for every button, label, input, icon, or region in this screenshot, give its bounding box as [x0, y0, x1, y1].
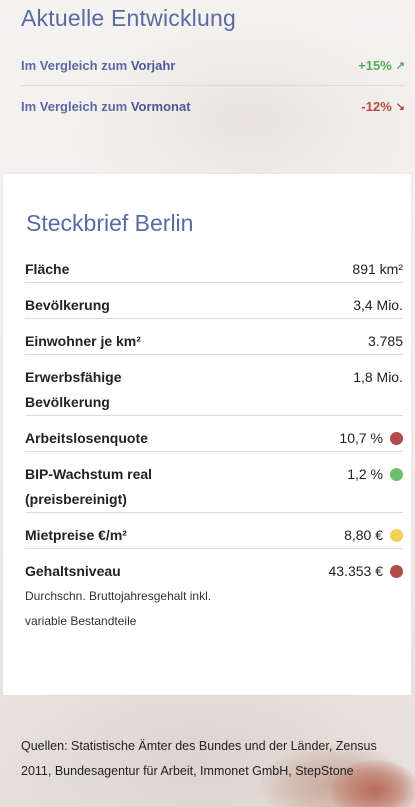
fact-value-text: 1,2 %: [347, 466, 383, 482]
trend-row-vorjahr: Im Vergleich zum Vorjahr +15% ↗: [21, 45, 405, 86]
status-red-dot-icon: [390, 565, 403, 578]
fact-row-erwerbsfaehige: Erwerbsfähige Bevölkerung 1,8 Mio.: [25, 355, 403, 416]
trend-title: Aktuelle Entwicklung: [21, 5, 236, 31]
status-yellow-dot-icon: [390, 529, 403, 542]
fact-row-mietpreise: Mietpreise €/m² 8,80 €: [25, 513, 403, 549]
fact-value-text: 8,80 €: [344, 527, 383, 543]
fact-value-text: 43.353 €: [328, 563, 384, 579]
trend-value-text: +15%: [358, 57, 392, 73]
fact-name-block: Gehaltsniveau Durchschn. Bruttojahresgeh…: [25, 559, 225, 634]
fact-name: Fläche: [25, 261, 70, 277]
profile-title: Steckbrief Berlin: [26, 210, 194, 236]
sources-note: Quellen: Statistische Ämter des Bundes u…: [21, 738, 377, 778]
fact-name: Bevölkerung: [25, 297, 110, 313]
fact-value: 891 km²: [352, 257, 403, 282]
trend-label: Im Vergleich zum Vorjahr: [21, 58, 175, 73]
fact-value-text: 1,8 Mio.: [353, 369, 403, 385]
fact-value: 43.353 €: [328, 559, 403, 584]
trend-value: -12% ↘: [361, 99, 405, 114]
fact-value-text: 10,7 %: [339, 430, 383, 446]
fact-value: 8,80 €: [344, 523, 403, 548]
fact-value-text: 891 km²: [352, 261, 403, 277]
trend-label-prefix: Im Vergleich zum: [21, 57, 131, 73]
status-green-dot-icon: [390, 468, 403, 481]
fact-value-text: 3.785: [367, 333, 403, 349]
arrow-down-right-icon: ↘: [395, 100, 405, 113]
fact-row-einwohner-je-km2: Einwohner je km² 3.785: [25, 319, 403, 355]
fact-row-bip-wachstum: BIP-Wachstum real (preisbereinigt) 1,2 %: [25, 452, 403, 513]
fact-row-arbeitslosenquote: Arbeitslosenquote 10,7 %: [25, 416, 403, 452]
fact-value: 1,2 %: [347, 462, 403, 487]
fact-row-gehaltsniveau: Gehaltsniveau Durchschn. Bruttojahresgeh…: [25, 549, 403, 639]
facts-list: Fläche 891 km² Bevölkerung 3,4 Mio. Einw…: [25, 247, 403, 639]
fact-name: Einwohner je km²: [25, 333, 141, 349]
fact-value-text: 3,4 Mio.: [353, 297, 403, 313]
arrow-up-right-icon: ↗: [395, 59, 405, 72]
fact-value: 3.785: [368, 329, 403, 354]
status-red-dot-icon: [390, 432, 403, 445]
trend-label-emph: Vormonat: [130, 98, 191, 114]
trend-label-prefix: Im Vergleich zum: [21, 98, 131, 114]
fact-value: 1,8 Mio.: [353, 365, 403, 390]
fact-value: 10,7 %: [339, 426, 403, 451]
trend-label-emph: Vorjahr: [130, 57, 176, 73]
fact-row-flaeche: Fläche 891 km²: [25, 247, 403, 283]
fact-value: 3,4 Mio.: [353, 293, 403, 318]
trend-value-text: -12%: [361, 98, 392, 114]
fact-name: Mietpreise €/m²: [25, 527, 127, 543]
profile-card: Steckbrief Berlin Fläche 891 km² Bevölke…: [3, 174, 411, 695]
fact-note: Durchschn. Bruttojahresgehalt inkl. vari…: [25, 589, 212, 628]
fact-name: BIP-Wachstum real (preisbereinigt): [25, 466, 153, 507]
fact-name: Erwerbsfähige Bevölkerung: [25, 369, 122, 410]
trend-value: +15% ↗: [358, 58, 405, 73]
trend-label: Im Vergleich zum Vormonat: [21, 99, 191, 114]
fact-row-bevoelkerung: Bevölkerung 3,4 Mio.: [25, 283, 403, 319]
trend-row-vormonat: Im Vergleich zum Vormonat -12% ↘: [21, 86, 405, 126]
background-photo-accent: [330, 760, 415, 807]
fact-name: Gehaltsniveau: [25, 563, 121, 579]
fact-name: Arbeitslosenquote: [25, 430, 148, 446]
